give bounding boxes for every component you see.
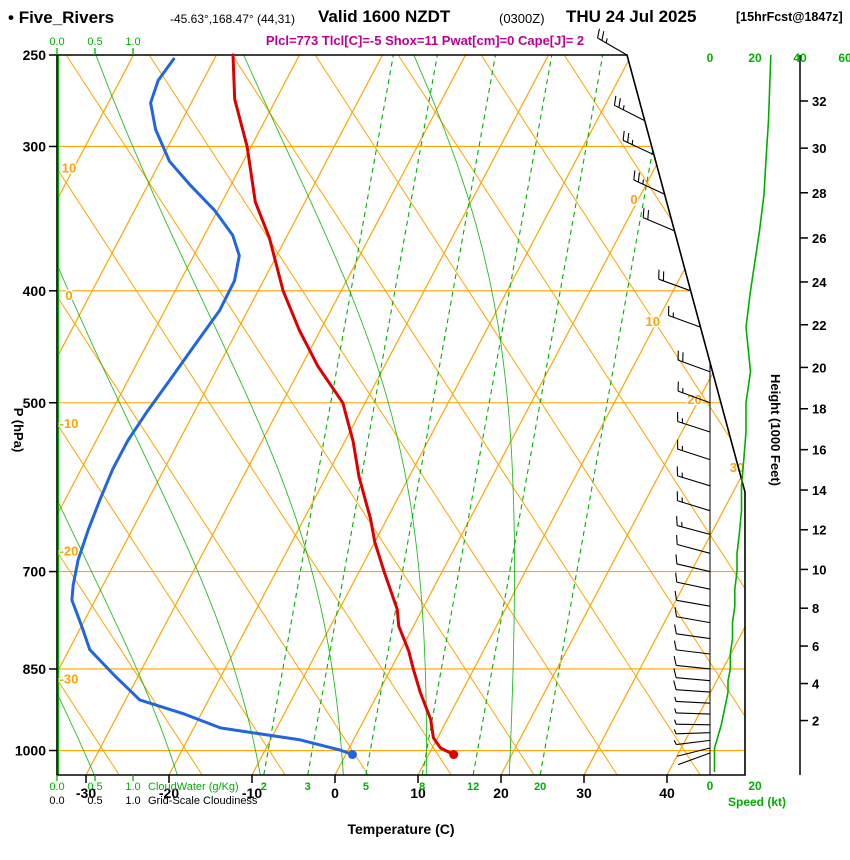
svg-text:30: 30 [576,785,592,801]
temperature-axis: -30 -20 -10 0 10 20 30 40 Temperature (C) [76,775,675,837]
svg-text:Speed (kt): Speed (kt) [728,795,786,809]
temperature-curve [231,53,456,756]
svg-text:8: 8 [419,781,425,793]
svg-text:1.0: 1.0 [125,781,140,793]
valid-utc: (0300Z) [499,11,545,26]
svg-text:300: 300 [23,138,47,154]
svg-text:28: 28 [812,186,826,201]
svg-text:10: 10 [645,314,659,329]
svg-text:0.5: 0.5 [87,781,102,793]
svg-text:400: 400 [23,283,47,299]
svg-text:26: 26 [812,231,826,246]
svg-text:10: 10 [62,161,76,176]
svg-text:20: 20 [748,51,762,65]
svg-text:Grid-Scale Cloudiness: Grid-Scale Cloudiness [148,795,258,807]
svg-text:P (hPa): P (hPa) [11,408,26,453]
svg-text:0: 0 [707,51,714,65]
pressure-lines [57,145,745,752]
svg-text:0: 0 [630,192,637,207]
svg-text:22: 22 [812,318,826,333]
svg-text:32: 32 [812,94,826,109]
svg-text:1.0: 1.0 [125,795,140,807]
svg-text:500: 500 [23,395,47,411]
cloudwater-scale-top: 0.0 0.5 1.0 [49,36,141,55]
svg-text:12: 12 [467,781,479,793]
svg-text:10: 10 [812,562,826,577]
svg-text:CloudWater (g/Kg): CloudWater (g/Kg) [148,781,239,793]
svg-text:0: 0 [65,288,72,303]
station-bullet: • [8,8,14,27]
station-coords: -45.63°,168.47° (44,31) [170,12,296,26]
svg-text:0.0: 0.0 [49,36,64,48]
svg-text:-30: -30 [60,671,79,686]
svg-text:-30: -30 [76,785,96,801]
svg-text:12: 12 [812,523,826,538]
moist-adiabats [57,55,515,775]
svg-text:24: 24 [812,275,827,290]
svg-text:1000: 1000 [15,743,46,759]
svg-text:40: 40 [659,785,675,801]
stability-indices: Plcl=773 Tlcl[C]=-5 Shox=11 Pwat[cm]=0 C… [265,33,585,48]
svg-text:20: 20 [493,785,509,801]
pressure-axis: 250 300 400 500 700 850 1000 P (hPa) [11,47,57,759]
svg-text:2: 2 [812,714,819,729]
svg-text:850: 850 [23,661,47,677]
surface-dewpoint-dot [347,750,357,760]
svg-text:0.0: 0.0 [49,795,64,807]
station-title: • Five_Rivers [8,8,114,28]
svg-text:20: 20 [748,779,762,793]
forecast-tag: [15hrFcst@1847z] [736,10,843,24]
speed-scale: 0 20 40 60 0 20 Speed (kt) [707,51,850,809]
surface-temp-dot [449,750,459,760]
valid-date: THU 24 Jul 2025 [566,7,697,26]
svg-text:18: 18 [812,402,826,417]
svg-text:0.5: 0.5 [87,795,102,807]
svg-text:Height (1000 Feet): Height (1000 Feet) [768,374,783,486]
svg-text:-20: -20 [159,785,179,801]
svg-text:20: 20 [812,360,826,375]
speed-curve [713,54,772,772]
svg-text:40: 40 [793,51,807,65]
svg-text:-10: -10 [60,416,79,431]
svg-text:8: 8 [812,601,819,616]
svg-text:0: 0 [707,779,714,793]
svg-text:10: 10 [410,785,426,801]
station-name: Five_Rivers [18,8,115,27]
svg-text:250: 250 [23,47,47,63]
svg-text:20: 20 [534,781,546,793]
cloudiness-scale: 0.0 0.5 1.0 Grid-Scale Cloudiness [49,795,258,807]
cloudwater-scale-bottom: 0.0 0.5 1.0 CloudWater (g/Kg) [49,775,239,793]
svg-text:-20: -20 [60,544,79,559]
svg-text:16: 16 [812,443,826,458]
svg-text:2: 2 [261,781,267,793]
svg-text:Temperature (C): Temperature (C) [347,821,454,837]
svg-text:0.5: 0.5 [87,36,102,48]
svg-text:30: 30 [730,460,744,475]
svg-text:700: 700 [23,564,47,580]
valid-time: Valid 1600 NZDT [318,7,451,26]
svg-text:3: 3 [305,781,311,793]
svg-text:60: 60 [838,51,850,65]
svg-text:14: 14 [812,483,827,498]
svg-text:0.0: 0.0 [49,781,64,793]
dewpoint-curve [70,57,354,756]
skewt-grid [57,55,745,775]
svg-text:5: 5 [363,781,369,793]
svg-text:1.0: 1.0 [125,36,140,48]
wind-barbs [597,28,711,775]
mixing-ratio-lines [263,55,671,775]
svg-text:-10: -10 [242,785,262,801]
plot-border [56,54,746,776]
mixing-ratio-labels: 2 3 5 8 12 20 [261,781,547,793]
svg-text:4: 4 [812,677,820,692]
svg-text:30: 30 [812,141,826,156]
svg-text:0: 0 [331,785,339,801]
svg-text:6: 6 [812,639,819,654]
